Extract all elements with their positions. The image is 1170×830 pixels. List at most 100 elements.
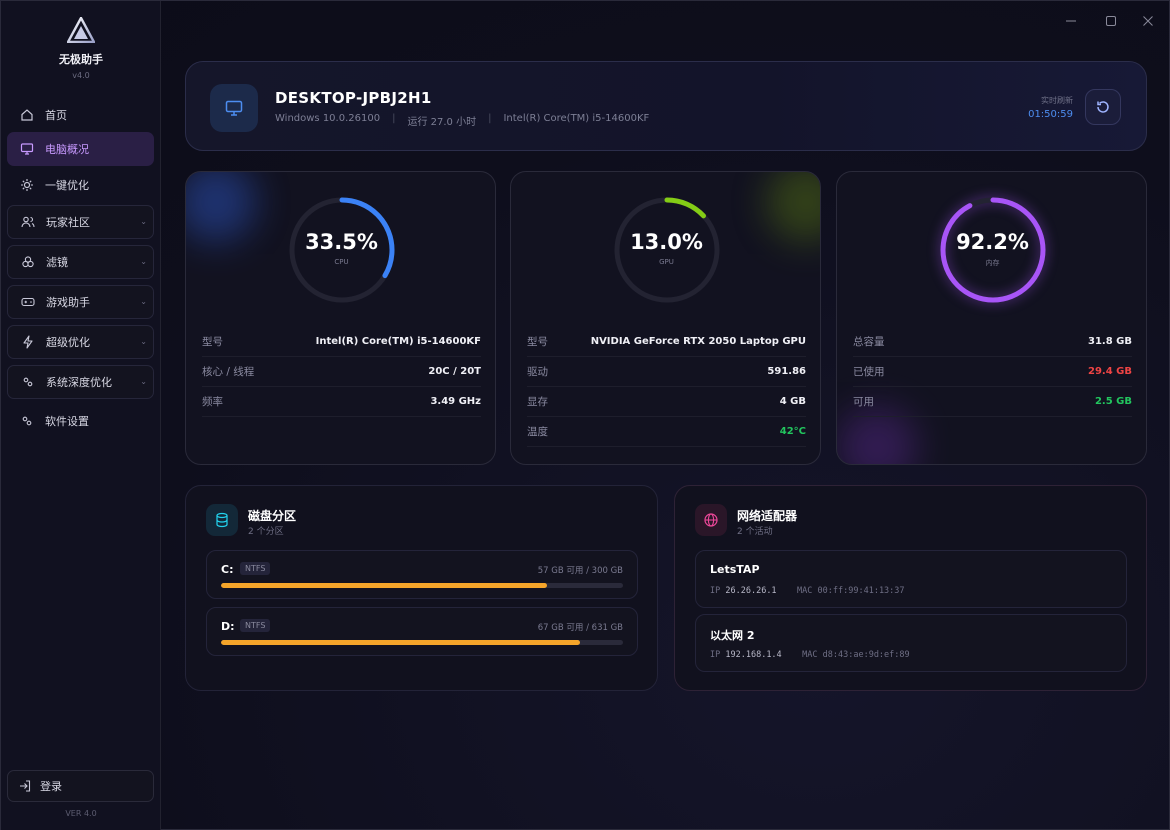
spec-row: 驱动 591.86 [527,357,806,387]
users-icon [20,214,36,230]
disk-usage-bar [221,640,623,645]
network-panel-title: 网络适配器 [737,509,798,523]
sidebar-item-label: 滤镜 [46,256,68,269]
memory-percent: 92.2% [956,230,1029,254]
app-name: 无极助手 [59,53,103,66]
spec-row: 显存 4 GB [527,387,806,417]
memory-card: 92.2% 内存 总容量 31.8 GB 已使用 29.4 GB 可用 2.5 GB [836,171,1147,465]
mac-address: d8:43:ae:9d:ef:89 [822,650,910,660]
monitor-icon [210,84,258,132]
filesystem-badge: NTFS [240,562,271,575]
spec-key: 可用 [853,396,874,408]
network-panel: 网络适配器 2 个活动 LetsTAP IP 26.26.26.1 MAC 00… [674,485,1147,691]
app-logo-icon [67,17,95,43]
disk-panel: 磁盘分区 2 个分区 C: NTFS 57 GB 可用 / 300 GB D: … [185,485,658,691]
close-button[interactable] [1138,11,1158,31]
sidebar-item-game-assistant[interactable]: 游戏助手 ⌄ [7,285,154,319]
disk-item[interactable]: C: NTFS 57 GB 可用 / 300 GB [206,550,638,599]
spec-row: 总容量 31.8 GB [853,327,1132,357]
chevron-down-icon: ⌄ [140,257,147,266]
cpu-name: Intel(R) Core(TM) i5-14600KF [503,113,650,124]
monitor-icon [19,141,35,157]
sidebar-item-deep-optimize[interactable]: 系统深度优化 ⌄ [7,365,154,399]
sidebar-item-label: 游戏助手 [46,296,90,309]
footer-version: VER 4.0 [65,809,97,818]
login-icon [18,779,32,793]
sidebar-item-label: 一键优化 [45,179,89,192]
sidebar-item-filter[interactable]: 滤镜 ⌄ [7,245,154,279]
memory-available: 2.5 GB [1094,396,1132,407]
system-info-line: Windows 10.0.26100 | 运行 27.0 小时 | Intel(… [275,113,649,128]
chevron-down-icon: ⌄ [140,217,147,226]
spec-key: 已使用 [853,366,885,378]
ip-address: 192.168.1.4 [725,650,782,660]
cpu-gauge [289,197,395,303]
gpu-gauge-arc [614,197,720,303]
spec-value: Intel(R) Core(TM) i5-14600KF [315,336,481,347]
sidebar-item-label: 软件设置 [45,415,89,428]
memory-gauge-arc [940,197,1046,303]
disk-panel-title: 磁盘分区 [248,509,297,523]
ip-address: 26.26.26.1 [725,586,777,596]
os-version: Windows 10.0.26100 [275,113,381,124]
network-panel-subtitle: 2 个活动 [737,527,773,537]
sidebar-item-community[interactable]: 玩家社区 ⌄ [7,205,154,239]
login-button[interactable]: 登录 [7,770,154,802]
gpu-temperature: 42°C [779,426,806,437]
spec-key: 核心 / 线程 [202,366,255,378]
spec-row: 型号 Intel(R) Core(TM) i5-14600KF [202,327,481,357]
filesystem-badge: NTFS [240,619,271,632]
sidebar: 无极助手 v4.0 首页 电脑概况 一键优化 玩家社区 ⌄ 滤镜 ⌄ 游戏助手 … [1,1,161,830]
sidebar-item-overview[interactable]: 电脑概况 [7,132,154,166]
spec-value: 20C / 20T [428,366,481,377]
disk-letter: C: [221,563,234,576]
network-adapter-item[interactable]: LetsTAP IP 26.26.26.1 MAC 00:ff:99:41:13… [695,550,1127,608]
maximize-button[interactable] [1101,11,1121,31]
minimize-icon [1066,20,1076,22]
sidebar-item-label: 玩家社区 [46,216,90,229]
app-version: v4.0 [72,71,90,80]
sidebar-item-settings[interactable]: 软件设置 [7,404,154,438]
disk-panel-subtitle: 2 个分区 [248,527,284,537]
network-adapter-item[interactable]: 以太网 2 IP 192.168.1.4 MAC d8:43:ae:9d:ef:… [695,614,1127,672]
ip-label: IP [710,586,721,596]
sidebar-item-optimize[interactable]: 一键优化 [7,168,154,202]
disk-item[interactable]: D: NTFS 67 GB 可用 / 631 GB [206,607,638,656]
realtime-clock: 01:50:59 [1028,109,1073,120]
cpu-card: 33.5% CPU 型号 Intel(R) Core(TM) i5-14600KF… [185,171,496,465]
cpu-gauge-label: CPU [334,258,349,266]
adapter-name: LetsTAP [710,563,760,576]
globe-icon [695,504,727,536]
spec-value: NVIDIA GeForce RTX 2050 Laptop GPU [590,336,806,347]
bolt-icon [20,334,36,350]
disk-usage-fill [221,583,547,588]
sidebar-item-label: 超级优化 [46,336,90,349]
cpu-gauge-arc [289,197,395,303]
nodes-icon [19,413,35,429]
nodes-icon [20,374,36,390]
spec-key: 总容量 [853,336,885,348]
spec-row: 频率 3.49 GHz [202,387,481,417]
gpu-percent: 13.0% [630,230,703,254]
spec-row: 温度 42°C [527,417,806,447]
memory-gauge [940,197,1046,303]
spec-value: 4 GB [779,396,806,407]
spec-row: 核心 / 线程 20C / 20T [202,357,481,387]
sidebar-item-home[interactable]: 首页 [7,98,154,132]
gpu-gauge-label: GPU [659,258,674,266]
memory-used: 29.4 GB [1088,366,1132,377]
spec-row: 可用 2.5 GB [853,387,1132,417]
sidebar-item-super-optimize[interactable]: 超级优化 ⌄ [7,325,154,359]
login-label: 登录 [40,780,62,793]
refresh-icon [1097,101,1109,113]
minimize-button[interactable] [1061,11,1081,31]
spec-value: 591.86 [767,366,806,377]
cpu-percent: 33.5% [305,230,378,254]
gamepad-icon [20,294,36,310]
home-icon [19,107,35,123]
disk-letter: D: [221,620,235,633]
mac-label: MAC [797,586,813,596]
refresh-button[interactable] [1085,89,1121,125]
spec-key: 型号 [527,336,548,348]
sidebar-item-label: 首页 [45,109,67,122]
